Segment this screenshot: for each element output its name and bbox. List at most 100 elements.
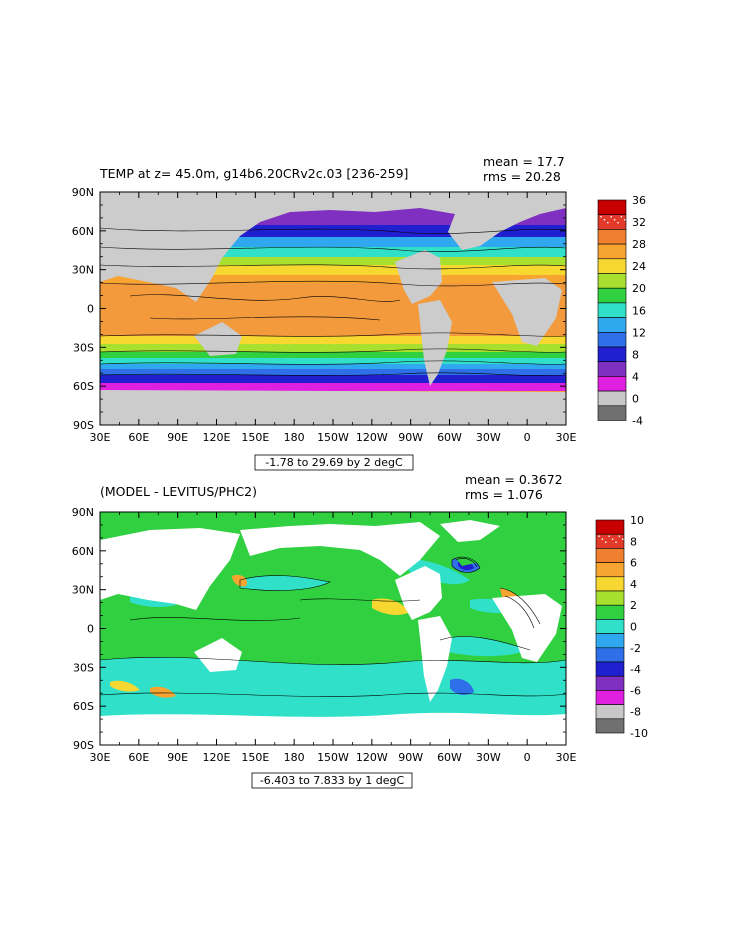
bottom-y-tick-label: 90N [72, 506, 94, 519]
top-colorbar-label: 4 [632, 370, 639, 383]
top-colorbar-label: 36 [632, 194, 646, 207]
top-colorbar-stipple [610, 215, 612, 218]
top-colorbar-swatch [597, 287, 627, 304]
bottom-colorbar-swatch [595, 590, 625, 606]
bottom-y-tick-label: 0 [87, 623, 94, 636]
top-x-tick-label: 30E [90, 431, 111, 444]
bottom-colorbar-stipple [598, 535, 600, 537]
bottom-colorbar-stipple [615, 541, 617, 543]
top-colorbar-swatch [597, 361, 627, 377]
bottom-colorbar-swatch [595, 604, 625, 620]
top-colorbar-stipple [624, 218, 626, 221]
bottom-x-tick-label: 90W [398, 751, 423, 764]
top-y-tick-label: 90S [73, 419, 94, 432]
top-band-s-subtrop [100, 336, 566, 344]
bottom-colorbar-label: -2 [630, 642, 641, 655]
top-colorbar-swatch [597, 258, 627, 274]
top-colorbar-label: 24 [632, 260, 646, 273]
top-band-n-warm [100, 257, 566, 265]
top-contour-info: -1.78 to 29.69 by 2 degC [265, 456, 403, 469]
bottom-x-tick-label: 30E [556, 751, 577, 764]
top-colorbar-label: 20 [632, 282, 646, 295]
top-y-tick-label: 30N [72, 264, 94, 277]
bottom-colorbar-stipple [601, 538, 604, 540]
bottom-colorbar: 10 8 6 4 2 0 -2 -4 -6 -8 -10 [595, 514, 648, 740]
bottom-y-tick-label: 90S [73, 739, 94, 752]
bottom-x-tick-label: 30E [90, 751, 111, 764]
bottom-colorbar-label: 0 [630, 621, 637, 634]
bottom-rms: rms = 1.076 [465, 487, 543, 502]
top-colorbar-stipple [600, 215, 602, 218]
top-x-tick-label: 180 [284, 431, 305, 444]
top-x-tick-label: 150W [317, 431, 349, 444]
top-band-s-cold [100, 369, 566, 375]
top-rms: rms = 20.28 [483, 169, 561, 184]
top-mean: mean = 17.7 [483, 154, 565, 169]
bottom-x-tick-label: 150W [317, 751, 349, 764]
top-colorbar-swatch [597, 273, 627, 289]
bottom-colorbar-stipple [608, 535, 610, 537]
bottom-colorbar-label: 10 [630, 514, 644, 527]
top-axes: 30E 60E 90E 120E 150E 180 150W 120W 90W 60W 30W 0 30… [72, 186, 577, 444]
top-colorbar-label: 28 [632, 238, 646, 251]
bottom-colorbar-label: -8 [630, 706, 641, 719]
bottom-y-tick-label: 60N [72, 545, 94, 558]
bottom-x-tick-label: 150E [241, 751, 269, 764]
top-band-s-mild [100, 352, 566, 358]
top-colorbar-label: -4 [632, 415, 643, 428]
bottom-contour-info: -6.403 to 7.833 by 1 degC [260, 774, 405, 787]
top-band-n-cool [100, 237, 566, 247]
bottom-x-tick-label: 60E [128, 751, 149, 764]
top-colorbar-label: 8 [632, 348, 639, 361]
top-x-tick-label: 0 [524, 431, 531, 444]
top-x-tick-label: 150E [241, 431, 269, 444]
bottom-colorbar-swatch [595, 647, 625, 663]
bottom-x-tick-label: 90E [167, 751, 188, 764]
top-colorbar-label: 16 [632, 304, 646, 317]
top-x-tick-label: 90W [398, 431, 423, 444]
top-band-s-mid [100, 358, 566, 364]
bottom-x-tick-label: 120W [356, 751, 388, 764]
top-y-tick-label: 60N [72, 225, 94, 238]
top-x-tick-label: 30E [556, 431, 577, 444]
bottom-panel: (MODEL - LEVITUS/PHC2) mean = 0.3672 rms… [72, 472, 648, 789]
top-x-tick-label: 120E [203, 431, 231, 444]
top-contour-info-box [254, 454, 414, 471]
top-colorbar-swatch [597, 390, 627, 407]
top-x-tick-label: 30W [476, 431, 501, 444]
top-band-n-mid [100, 247, 566, 257]
bottom-y-tick-label: 30S [73, 661, 94, 674]
bottom-colorbar-stipple [622, 538, 624, 540]
bottom-colorbar-label: 6 [630, 557, 637, 570]
bottom-colorbar-label: 2 [630, 599, 637, 612]
bottom-colorbar-label: -6 [630, 684, 641, 697]
top-title: TEMP at z= 45.0m, g14b6.20CRv2c.03 [236-… [99, 166, 408, 181]
top-y-tick-label: 90N [72, 186, 94, 199]
top-y-tick-label: 60S [73, 380, 94, 393]
top-band-s-cool [100, 364, 566, 369]
bottom-colorbar-stipple [618, 535, 621, 537]
bottom-colorbar-swatch [595, 690, 625, 705]
bottom-y-tick-label: 60S [73, 700, 94, 713]
bottom-colorbar-swatch [595, 519, 625, 535]
bottom-x-tick-label: 60W [437, 751, 462, 764]
top-band-n-tropic [100, 275, 566, 283]
bottom-y-tick-label: 30N [72, 584, 94, 597]
top-colorbar-label: 0 [632, 392, 639, 405]
top-colorbar: 36 32 28 24 20 16 12 8 4 0 -4 [597, 194, 646, 428]
bottom-x-tick-label: 0 [524, 751, 531, 764]
bottom-colorbar-swatch [595, 576, 625, 592]
top-colorbar-stipple [613, 218, 616, 221]
top-colorbar-swatch [597, 405, 627, 421]
bottom-mean: mean = 0.3672 [465, 472, 563, 487]
top-band-antarctic [100, 383, 566, 391]
bottom-x-tick-label: 30W [476, 751, 501, 764]
top-colorbar-swatch [597, 376, 627, 392]
bottom-colorbar-label: 8 [630, 535, 637, 548]
top-x-tick-label: 60W [437, 431, 462, 444]
bottom-colorbar-stipple [611, 538, 614, 540]
top-colorbar-label: 32 [632, 216, 646, 229]
top-x-tick-label: 90E [167, 431, 188, 444]
top-band-n-subtrop [100, 265, 566, 275]
